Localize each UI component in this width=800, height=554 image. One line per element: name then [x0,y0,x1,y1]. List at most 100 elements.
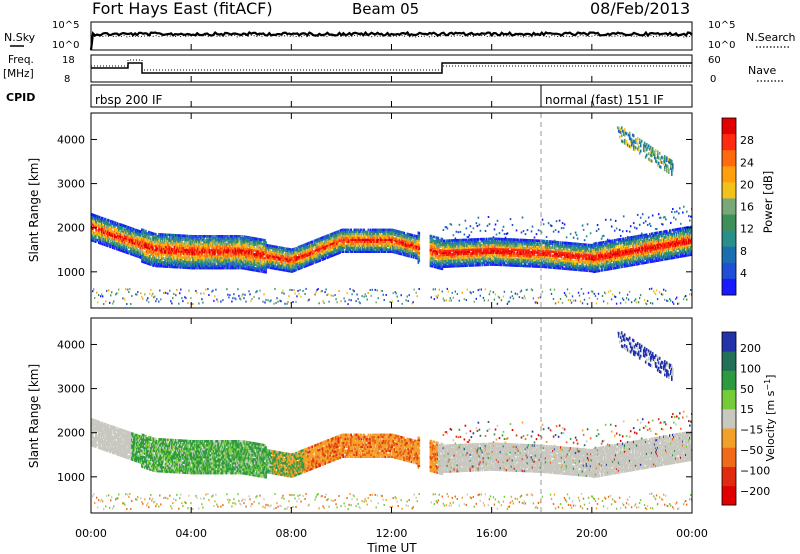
power-cell [169,265,171,269]
power-cell [127,231,129,235]
power-cell [143,250,145,254]
power-cell [451,253,454,256]
power-cell [435,295,437,298]
power-cell [261,250,263,253]
power-cell [207,288,209,290]
power-cell [138,245,140,249]
power-cell [281,250,283,254]
power-cell [268,244,270,247]
power-cell [246,249,248,253]
power-cell [329,233,331,236]
power-cell [301,254,303,257]
power-cell [432,263,435,266]
power-cell [179,244,181,247]
power-cell [159,251,161,254]
power-cell [254,257,256,260]
nsearch-label: N.Search [746,31,796,44]
power-cell [126,245,128,248]
power-cell [380,289,382,292]
power-cell [170,300,172,303]
power-cell [133,235,135,239]
power-cell [166,239,168,243]
power-cell [189,234,191,238]
power-cell [198,250,200,254]
power-cell [94,222,96,225]
power-cell [383,246,386,250]
power-cell [153,236,155,240]
power-cell [200,248,202,252]
power-cell [148,242,150,246]
power-cell [161,237,163,240]
power-cell [243,255,245,258]
power-cell [120,247,122,250]
power-cell [238,258,240,262]
power-cell [124,234,126,238]
power-cell [191,266,193,270]
power-cell [302,260,304,263]
power-cell [103,239,105,242]
power-cell [109,231,111,234]
power-cell [350,246,352,250]
power-cell [145,231,147,235]
power-cell [185,258,187,262]
power-cell [459,244,462,248]
power-cell [161,233,163,236]
power-cell [135,240,137,244]
power-cell [239,250,241,254]
power-cell [373,248,376,251]
power-cell [435,260,438,263]
power-cell [183,262,185,265]
power-cell [430,262,433,266]
power-cell [189,264,191,268]
power-cell [114,225,116,228]
power-cell [254,255,256,258]
power-cell [437,294,439,297]
power-cell [249,242,251,245]
power-cell [232,260,234,264]
power-cell [442,253,445,257]
power-cell [275,251,277,255]
power-cell [440,267,443,270]
power-cell [131,235,133,238]
power-cell [417,259,420,262]
power-cell [136,254,138,258]
power-cell [192,246,194,250]
power-cell [235,248,237,252]
power-cell [288,253,290,257]
power-cell [185,297,187,300]
power-cell [210,252,212,256]
power-cell [346,230,348,234]
power-cell [122,242,124,245]
power-cell [187,238,189,242]
power-cell [459,258,462,262]
power-cell [297,265,299,269]
power-cell [401,237,404,240]
power-cell [377,297,379,300]
power-cell [356,248,358,251]
power-cell [197,256,199,260]
power-cell [442,257,445,260]
power-cell [203,256,205,260]
power-cell [317,240,319,243]
power-cell [319,247,321,250]
power-cell [336,236,338,240]
power-cell [270,266,272,270]
power-cell [216,235,218,238]
power-cell [461,248,464,252]
power-cell [244,237,246,241]
power-cell [394,233,397,236]
power-cell [106,222,108,225]
power-cell [240,266,242,270]
power-cell [317,238,319,241]
power-cell [447,265,450,268]
power-cell [356,242,358,246]
power-cell [469,240,472,243]
power-cell [130,234,132,238]
power-cell [348,298,350,301]
power-cell [158,245,160,248]
power-cell [146,244,148,247]
power-cell [213,250,215,254]
power-cell [142,232,144,236]
power-cell [320,244,322,248]
power-cell [386,244,389,248]
